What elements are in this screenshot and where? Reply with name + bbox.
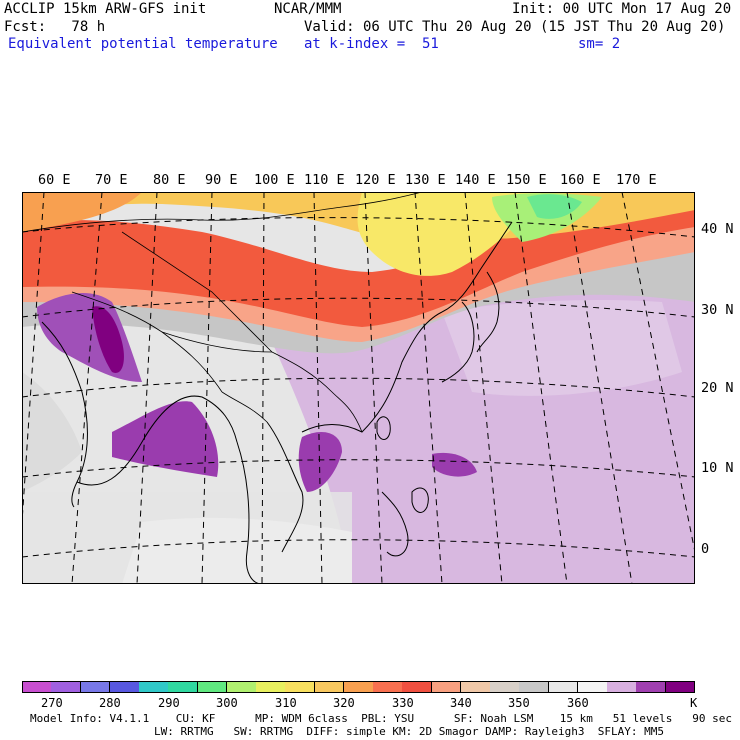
graticule [22,192,695,584]
colorbar-label: 330 [392,696,414,710]
lon-label: 80 E [153,172,186,188]
lon-label: 100 E [254,172,295,188]
colorbar-label: 280 [99,696,121,710]
lon-label: 130 E [405,172,446,188]
colorbar-swatch [548,681,579,693]
colorbar-label: 290 [158,696,180,710]
lon-label: 120 E [355,172,396,188]
model-title: ACCLIP 15km ARW-GFS init [4,1,207,17]
colorbar-swatch [607,681,637,693]
init-time: Init: 00 UTC Mon 17 Aug 20 [512,1,732,17]
field-region-salmon [22,207,695,342]
lon-label: 60 E [38,172,71,188]
lon-label: 90 E [205,172,238,188]
colorbar-swatch [226,681,257,693]
model-info-line2: LW: RRTMG SW: RRTMG DIFF: simple KM: 2D … [154,725,664,738]
field-region-arabian-sea [22,372,82,492]
model-info-line1: Model Info: V4.1.1 CU: KF MP: WDM 6class… [30,712,732,725]
colorbar-swatch [256,681,286,693]
lon-label: 150 E [506,172,547,188]
valid-time: Valid: 06 UTC Thu 20 Aug 20 (15 JST Thu … [304,19,726,35]
colorbar-swatch [314,681,345,693]
lat-label: 30 N [701,302,734,318]
colorbar-label: 310 [275,696,297,710]
field-region-green-core [527,194,582,219]
colorbar-label: 340 [450,696,472,710]
institution-label: NCAR/MMM [274,1,342,17]
colorbar-swatch [636,681,667,693]
field-region-pacific-north [442,300,682,396]
level-label: at k-index = 51 [304,36,439,52]
lat-label: 10 N [701,460,734,476]
lon-label: 110 E [304,172,345,188]
field-region-bengal [112,401,219,477]
lat-label: 40 N [701,221,734,237]
colorbar-unit: K [690,696,698,710]
colorbar-swatch [431,681,462,693]
field-region-midlat [22,237,695,354]
field-name: Equivalent potential temperature [8,36,278,52]
smoothing-label: sm= 2 [578,36,621,52]
colorbar [22,681,696,693]
colorbar-swatch [460,681,491,693]
colorbar-label: 270 [41,696,63,710]
forecast-hour: Fcst: 78 h [4,19,106,35]
field-region-south-light [122,517,352,584]
colorbar-swatch [373,681,403,693]
field-region-philippine-sea [432,452,477,477]
colorbar-label: 360 [567,696,589,710]
field-region-yellow [357,192,542,276]
coastlines [41,221,513,584]
colorbar-label: 320 [333,696,355,710]
colorbar-swatch [139,681,169,693]
map-frame [22,192,695,584]
lon-label: 160 E [560,172,601,188]
colorbar-frame [22,681,695,693]
lat-label: 20 N [701,380,734,396]
lon-label: 140 E [455,172,496,188]
colorbar-label: 300 [216,696,238,710]
colorbar-swatch [51,681,81,693]
lon-label: 70 E [95,172,128,188]
colorbar-swatch [343,681,374,693]
colorbar-label: 350 [508,696,530,710]
lat-label: 0 [701,541,710,557]
colorbar-swatch [80,681,111,693]
field-region-nw [22,192,142,232]
theta-e-map [22,192,695,584]
lon-label: 170 E [616,172,657,188]
field-region-india-core [92,306,124,373]
colorbar-swatch [168,681,199,693]
colorbar-swatch [519,681,550,693]
field-region-scs [298,432,342,492]
